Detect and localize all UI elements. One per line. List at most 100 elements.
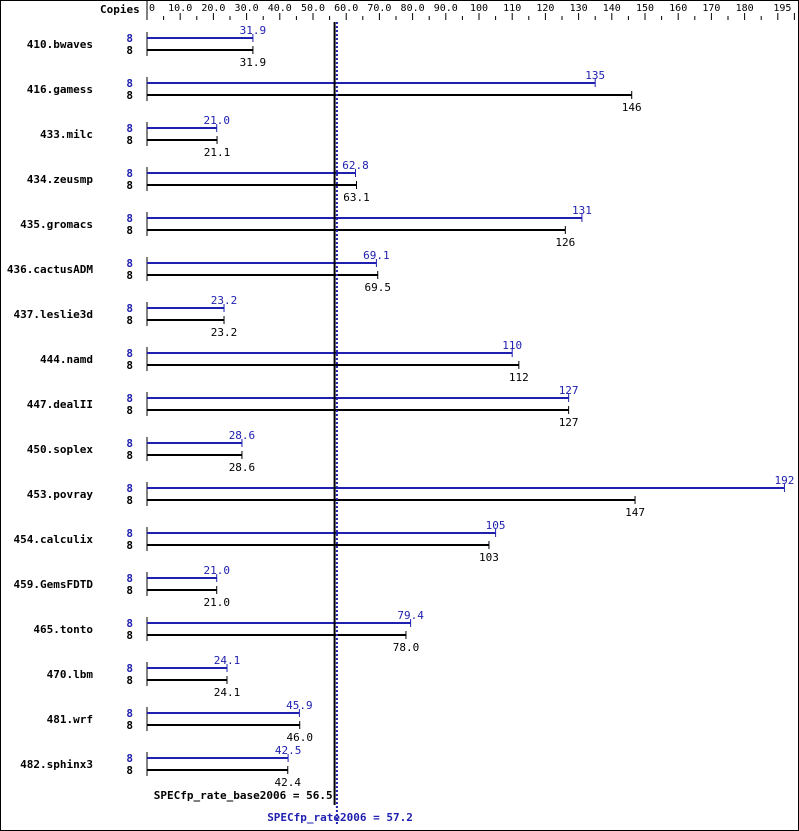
benchmark-label: 434.zeusmp [27,173,94,186]
base-value-label: 46.0 [286,731,313,744]
base-copies: 8 [126,719,133,732]
benchmark-label: 453.povray [27,488,94,501]
benchmark-label: 470.lbm [47,668,94,681]
base-value-label: 42.4 [275,776,302,789]
peak-copies: 8 [126,662,133,675]
peak-value-label: 131 [572,204,592,217]
peak-value-label: 21.0 [203,564,230,577]
base-value-label: 28.6 [229,461,256,474]
peak-value-label: 192 [775,474,795,487]
axis-tick-label: 150 [636,3,654,14]
benchmark-label: 410.bwaves [27,38,93,51]
benchmark-label: 433.milc [40,128,93,141]
base-copies: 8 [126,269,133,282]
peak-value-label: 45.9 [286,699,313,712]
base-value-label: 23.2 [211,326,238,339]
axis-tick-label: 10.0 [168,3,192,14]
axis-tick-label: 100 [470,3,488,14]
copies-header: Copies [100,3,140,16]
base-value-label: 127 [559,416,579,429]
axis-tick-label: 40.0 [268,3,292,14]
peak-value-label: 79.4 [397,609,424,622]
benchmark-label: 436.cactusADM [7,263,93,276]
peak-value-label: 69.1 [363,249,390,262]
peak-value-label: 42.5 [275,744,302,757]
axis-tick-label: 140 [603,3,621,14]
peak-copies: 8 [126,527,133,540]
benchmark-label: 459.GemsFDTD [14,578,94,591]
base-value-label: 63.1 [343,191,370,204]
axis-tick-label: 195 [773,3,791,14]
base-value-label: 24.1 [214,686,241,699]
base-copies: 8 [126,629,133,642]
base-copies: 8 [126,44,133,57]
base-copies: 8 [126,224,133,237]
benchmark-label: 416.gamess [27,83,93,96]
benchmark-label: 481.wrf [47,713,93,726]
benchmark-label: 465.tonto [33,623,93,636]
base-copies: 8 [126,539,133,552]
base-value-label: 147 [625,506,645,519]
axis-tick-label: 180 [736,3,754,14]
base-copies: 8 [126,494,133,507]
benchmark-label: 435.gromacs [20,218,93,231]
benchmark-label: 437.leslie3d [14,308,93,321]
base-value-label: 31.9 [240,56,267,69]
peak-value-label: 105 [486,519,506,532]
peak-copies: 8 [126,257,133,270]
base-copies: 8 [126,359,133,372]
benchmark-label: 450.soplex [27,443,94,456]
peak-value-label: 31.9 [240,24,267,37]
peak-copies: 8 [126,572,133,585]
peak-copies: 8 [126,212,133,225]
base-value-label: 103 [479,551,499,564]
peak-copies: 8 [126,77,133,90]
base-mean-label: SPECfp_rate_base2006 = 56.5 [154,789,333,802]
peak-copies: 8 [126,617,133,630]
axis-tick-label: 160 [669,3,687,14]
base-value-label: 78.0 [393,641,420,654]
peak-value-label: 127 [559,384,579,397]
axis-tick-label: 170 [702,3,720,14]
peak-value-label: 135 [585,69,605,82]
base-copies: 8 [126,134,133,147]
benchmark-label: 454.calculix [14,533,94,546]
base-copies: 8 [126,764,133,777]
peak-value-label: 28.6 [229,429,256,442]
benchmark-label: 444.namd [40,353,93,366]
benchmark-label: 447.dealII [27,398,93,411]
base-value-label: 146 [622,101,642,114]
axis-tick-label: 90.0 [434,3,458,14]
peak-copies: 8 [126,392,133,405]
axis-tick-label: 60.0 [334,3,358,14]
peak-copies: 8 [126,707,133,720]
benchmark-label: 482.sphinx3 [20,758,93,771]
base-copies: 8 [126,674,133,687]
base-copies: 8 [126,89,133,102]
axis-tick-label: 0 [149,3,155,14]
axis-tick-label: 130 [570,3,588,14]
axis-tick-label: 80.0 [401,3,425,14]
axis-tick-label: 110 [503,3,521,14]
peak-copies: 8 [126,752,133,765]
peak-mean-label: SPECfp_rate2006 = 57.2 [267,811,413,824]
base-copies: 8 [126,449,133,462]
base-value-label: 21.0 [203,596,230,609]
base-copies: 8 [126,314,133,327]
base-value-label: 21.1 [204,146,231,159]
axis-tick-label: 120 [536,3,554,14]
base-value-label: 126 [555,236,575,249]
peak-copies: 8 [126,167,133,180]
peak-value-label: 62.8 [342,159,369,172]
peak-value-label: 21.0 [203,114,230,127]
peak-value-label: 24.1 [214,654,241,667]
peak-value-label: 110 [502,339,522,352]
base-value-label: 112 [509,371,529,384]
peak-value-label: 23.2 [211,294,238,307]
peak-copies: 8 [126,347,133,360]
axis-tick-label: 30.0 [235,3,259,14]
base-copies: 8 [126,404,133,417]
